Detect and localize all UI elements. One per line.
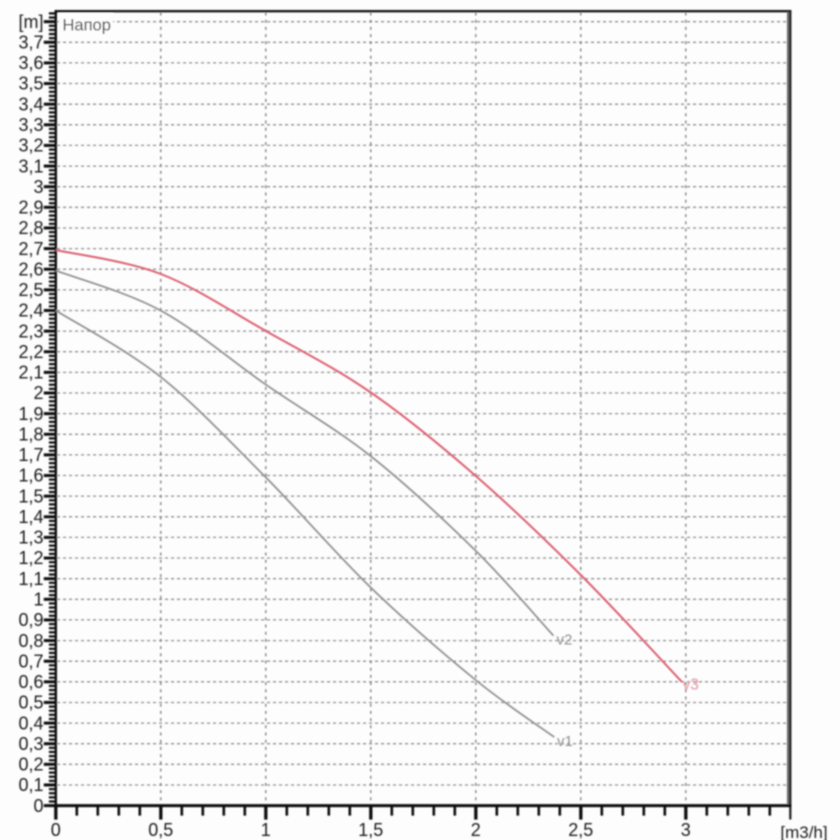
- svg-text:1,4: 1,4: [18, 507, 43, 527]
- svg-text:2,5: 2,5: [568, 820, 593, 840]
- svg-text:1,9: 1,9: [18, 404, 43, 424]
- svg-text:1,6: 1,6: [18, 466, 43, 486]
- svg-text:0,5: 0,5: [18, 693, 43, 713]
- svg-text:0,9: 0,9: [18, 610, 43, 630]
- svg-text:v3: v3: [683, 677, 699, 694]
- svg-text:3: 3: [681, 820, 691, 840]
- svg-text:3,5: 3,5: [18, 74, 43, 94]
- svg-text:3,2: 3,2: [18, 136, 43, 156]
- svg-text:[m3/h]: [m3/h]: [780, 823, 827, 840]
- svg-text:3,3: 3,3: [18, 115, 43, 135]
- svg-text:3,1: 3,1: [18, 156, 43, 176]
- svg-text:1: 1: [33, 590, 43, 610]
- svg-text:1,5: 1,5: [358, 820, 383, 840]
- svg-text:1,7: 1,7: [18, 445, 43, 465]
- svg-text:2,8: 2,8: [18, 218, 43, 238]
- svg-text:2,3: 2,3: [18, 321, 43, 341]
- svg-text:2,7: 2,7: [18, 239, 43, 259]
- svg-text:1,3: 1,3: [18, 528, 43, 548]
- svg-text:0,1: 0,1: [18, 775, 43, 795]
- svg-text:3,4: 3,4: [18, 94, 43, 114]
- svg-text:2: 2: [33, 383, 43, 403]
- svg-text:3: 3: [33, 177, 43, 197]
- svg-text:1: 1: [261, 820, 271, 840]
- svg-text:2,5: 2,5: [18, 280, 43, 300]
- svg-text:2,6: 2,6: [18, 259, 43, 279]
- svg-text:1,8: 1,8: [18, 425, 43, 445]
- svg-text:0: 0: [51, 820, 61, 840]
- svg-text:2,4: 2,4: [18, 301, 43, 321]
- svg-text:Напор: Напор: [63, 17, 111, 35]
- svg-text:2,1: 2,1: [18, 363, 43, 383]
- svg-text:0,6: 0,6: [18, 672, 43, 692]
- svg-text:1,1: 1,1: [18, 569, 43, 589]
- svg-text:0: 0: [33, 796, 43, 816]
- svg-text:0,2: 0,2: [18, 755, 43, 775]
- svg-text:0,8: 0,8: [18, 631, 43, 651]
- svg-text:2,9: 2,9: [18, 198, 43, 218]
- svg-text:1,2: 1,2: [18, 548, 43, 568]
- svg-text:0,7: 0,7: [18, 651, 43, 671]
- svg-text:1,5: 1,5: [18, 486, 43, 506]
- svg-text:3,7: 3,7: [18, 33, 43, 53]
- svg-text:0,3: 0,3: [18, 734, 43, 754]
- svg-text:0,4: 0,4: [18, 713, 43, 733]
- svg-text:v2: v2: [557, 632, 573, 649]
- svg-text:0,5: 0,5: [148, 820, 173, 840]
- svg-text:[m]: [m]: [19, 12, 44, 32]
- svg-text:2,2: 2,2: [18, 342, 43, 362]
- svg-text:3,6: 3,6: [18, 53, 43, 73]
- svg-text:v1: v1: [557, 733, 573, 750]
- svg-text:2: 2: [471, 820, 481, 840]
